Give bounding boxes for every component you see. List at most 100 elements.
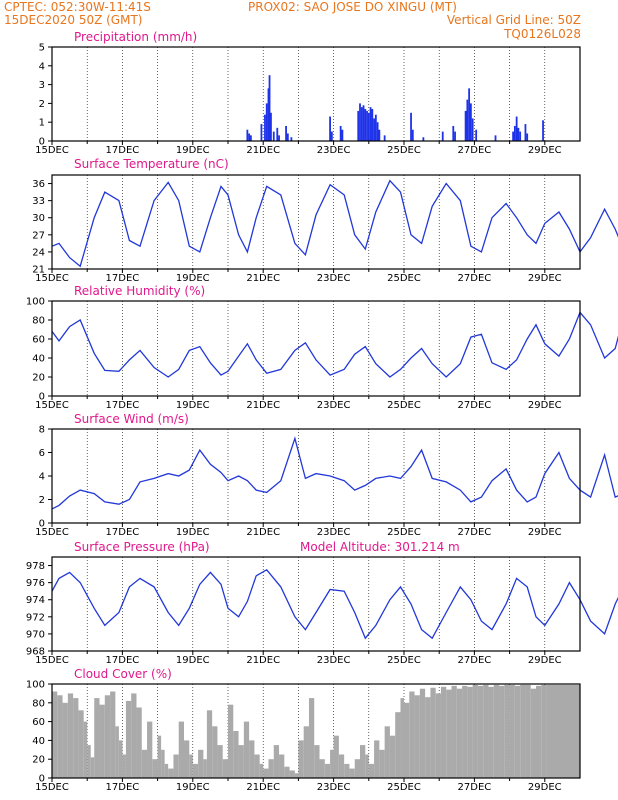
cloud-bar bbox=[333, 735, 339, 778]
pressure-ytick-label: 978 bbox=[26, 561, 45, 572]
wind-series-line bbox=[51, 436, 618, 510]
pressure-xtick-label: 21DEC bbox=[246, 655, 280, 666]
humidity-title: Relative Humidity (%) bbox=[74, 284, 205, 298]
cloud-bar bbox=[546, 684, 580, 778]
pressure-ytick-label: 970 bbox=[26, 629, 45, 640]
precip-bar bbox=[411, 129, 414, 141]
cloud-bar bbox=[314, 745, 320, 778]
humidity-ytick-label: 100 bbox=[26, 297, 45, 308]
cloud-bar bbox=[52, 691, 58, 778]
precip-bar bbox=[246, 129, 249, 141]
precip-bar bbox=[330, 131, 333, 141]
pressure-ytick-label: 974 bbox=[26, 595, 45, 606]
cloud-xtick-label: 29DEC bbox=[528, 782, 562, 793]
pressure-series-line bbox=[51, 568, 618, 640]
precip-bar bbox=[248, 133, 251, 141]
precip-bar bbox=[517, 127, 520, 141]
wind-xtick-label: 29DEC bbox=[528, 527, 562, 538]
cloud-bar bbox=[338, 754, 345, 778]
wind-xtick-label: 25DEC bbox=[387, 527, 421, 538]
cloud-bar bbox=[212, 726, 218, 778]
humidity-xtick-label: 19DEC bbox=[176, 400, 210, 411]
humidity-ytick-label: 0 bbox=[39, 392, 45, 403]
precip-bar bbox=[359, 103, 361, 141]
precip-bar bbox=[464, 110, 467, 141]
cloud-bar bbox=[99, 704, 105, 778]
cloud-bar bbox=[308, 698, 315, 778]
cloud-ytick-label: 80 bbox=[32, 698, 45, 709]
humidity-frame bbox=[51, 300, 581, 397]
temperature-xtick-label: 19DEC bbox=[176, 273, 210, 284]
cloud-bar bbox=[164, 763, 169, 778]
precip-frame bbox=[51, 46, 581, 142]
cloud-bar bbox=[389, 735, 396, 778]
pressure-annotation: Model Altitude: 301.214 m bbox=[300, 540, 460, 554]
humidity-xtick-label: 25DEC bbox=[387, 400, 421, 411]
cloud-bar bbox=[222, 759, 228, 778]
precip-bar bbox=[512, 131, 515, 141]
wind-xtick-label: 19DEC bbox=[176, 527, 210, 538]
precip-bar bbox=[475, 129, 478, 141]
pressure-ytick-label: 972 bbox=[26, 612, 45, 623]
precip-bar bbox=[264, 114, 266, 141]
precip-bar bbox=[410, 112, 412, 141]
wind-ytick-label: 4 bbox=[39, 472, 45, 483]
precip-bar bbox=[249, 135, 252, 141]
cloud-bar bbox=[131, 693, 137, 778]
cloud-xtick-label: 21DEC bbox=[246, 782, 280, 793]
temperature-xtick-label: 27DEC bbox=[458, 273, 492, 284]
precip-bar bbox=[339, 125, 342, 141]
header-station-name: PROX02: SAO JOSE DO XINGU (MT) bbox=[248, 0, 457, 14]
precip-xtick-label: 29DEC bbox=[528, 145, 562, 156]
precip-xtick-label: 23DEC bbox=[317, 145, 351, 156]
cloud-bar bbox=[395, 712, 401, 778]
humidity-ytick-label: 80 bbox=[32, 316, 45, 327]
precip-bar bbox=[441, 131, 444, 141]
cloud-bar bbox=[90, 757, 95, 778]
cloud-xtick-label: 15DEC bbox=[35, 782, 69, 793]
cloud-bar bbox=[425, 697, 431, 778]
cloud-ytick-label: 40 bbox=[32, 736, 45, 747]
cloud-bar bbox=[192, 763, 199, 778]
cloud-bar bbox=[147, 721, 153, 778]
header-station-coords: CPTEC: 052:30W-11:41S bbox=[4, 0, 151, 14]
cloud-bar bbox=[73, 698, 79, 778]
cloud-bar bbox=[400, 698, 404, 778]
pressure-xtick-label: 27DEC bbox=[458, 655, 492, 666]
precip-bar bbox=[286, 133, 289, 141]
cloud-bar bbox=[249, 740, 255, 778]
cloud-bar bbox=[303, 726, 309, 778]
precip-bar bbox=[494, 135, 497, 141]
precip-bar bbox=[468, 88, 471, 141]
temperature-xtick-label: 29DEC bbox=[528, 273, 562, 284]
precip-xtick-label: 27DEC bbox=[458, 145, 492, 156]
cloud-bar bbox=[360, 745, 366, 778]
precip-bar bbox=[542, 120, 544, 141]
cloud-bar bbox=[141, 749, 148, 778]
precip-bar bbox=[268, 75, 271, 141]
temperature-panel: Surface Temperature (nC) 21 24 27 30 33 36 15DE… bbox=[32, 157, 618, 284]
precip-bar bbox=[267, 88, 270, 141]
humidity-ytick-label: 20 bbox=[32, 373, 45, 384]
cloud-ytick-label: 100 bbox=[26, 680, 45, 691]
wind-xtick-label: 15DEC bbox=[35, 527, 69, 538]
humidity-xtick-label: 29DEC bbox=[528, 400, 562, 411]
wind-xtick-label: 27DEC bbox=[458, 527, 492, 538]
cloud-ytick-label: 0 bbox=[39, 774, 45, 785]
precip-bar bbox=[360, 107, 363, 141]
cloud-bar bbox=[110, 691, 116, 778]
cloud-bar bbox=[384, 726, 390, 778]
cloud-bar bbox=[78, 710, 84, 778]
cloud-bar bbox=[206, 710, 213, 778]
pressure-xtick-label: 25DEC bbox=[387, 655, 421, 666]
wind-ytick-label: 8 bbox=[39, 425, 45, 436]
cloud-bar bbox=[509, 684, 515, 778]
precip-bar bbox=[371, 109, 374, 141]
wind-frame bbox=[51, 428, 581, 524]
precip-xtick-label: 25DEC bbox=[387, 145, 421, 156]
precip-ytick-label: 1 bbox=[39, 118, 45, 129]
pressure-xtick-label: 17DEC bbox=[106, 655, 140, 666]
cloud-panel: Cloud Cover (%) 0 20 40 60 80 100 15DEC 17DEC 19D… bbox=[26, 667, 581, 793]
precip-ytick-label: 3 bbox=[39, 80, 45, 91]
temperature-xtick-label: 25DEC bbox=[387, 273, 421, 284]
